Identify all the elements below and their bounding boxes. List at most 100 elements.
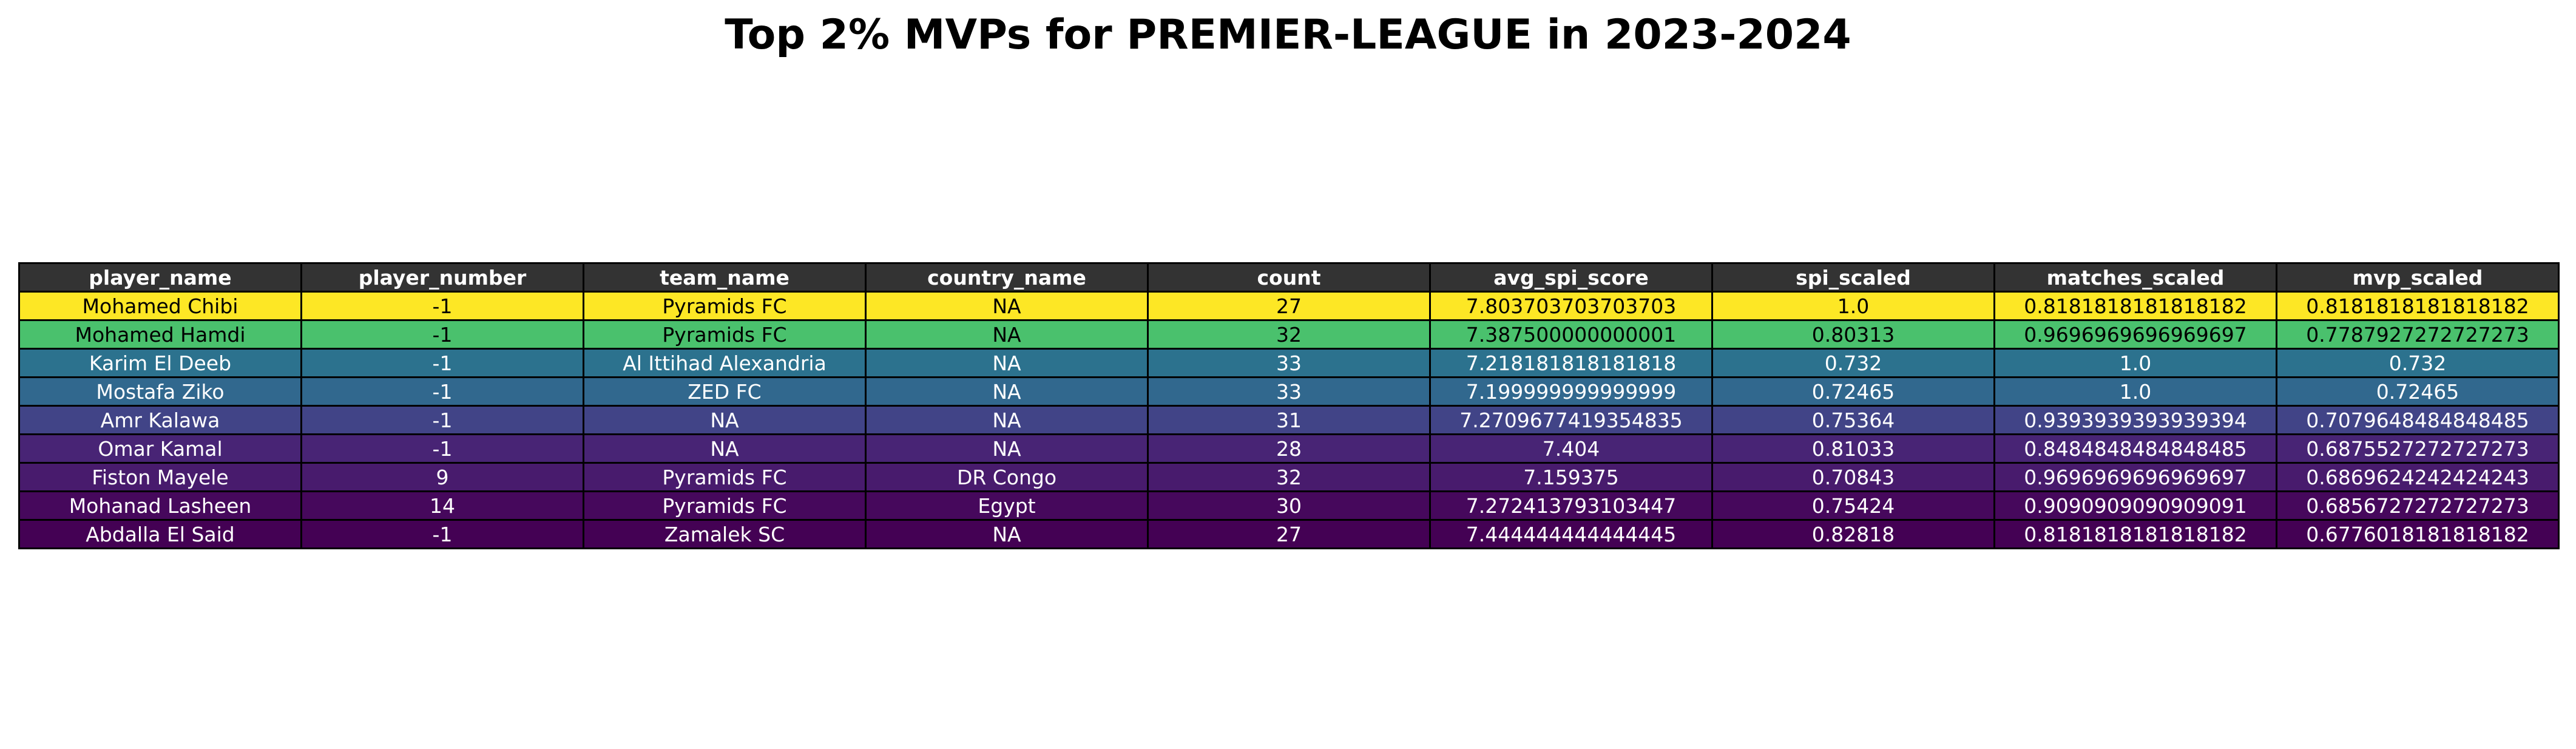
column-header: team_name: [583, 262, 867, 293]
column-header: player_number: [300, 262, 584, 293]
table-cell: 0.82818: [1711, 519, 1995, 549]
table-cell: Mostafa Ziko: [18, 376, 302, 407]
table-cell: -1: [300, 348, 584, 378]
table-cell: 7.159375: [1429, 462, 1713, 492]
table-cell: NA: [865, 405, 1149, 435]
table-cell: 0.9696969696969697: [1993, 462, 2277, 492]
table-cell: 1.0: [1993, 376, 2277, 407]
table-cell: 7.404: [1429, 433, 1713, 464]
table-cell: 0.732: [1711, 348, 1995, 378]
table-cell: 7.387500000000001: [1429, 319, 1713, 350]
table-cell: 0.6776018181818182: [2276, 519, 2560, 549]
column-header: matches_scaled: [1993, 262, 2277, 293]
table-cell: 28: [1147, 433, 1431, 464]
column-header: country_name: [865, 262, 1149, 293]
table-cell: 7.272413793103447: [1429, 490, 1713, 521]
table-cell: Mohamed Hamdi: [18, 319, 302, 350]
table-cell: 9: [300, 462, 584, 492]
table-cell: 0.80313: [1711, 319, 1995, 350]
table-cell: Amr Kalawa: [18, 405, 302, 435]
table-cell: 31: [1147, 405, 1431, 435]
table-cell: Pyramids FC: [583, 291, 867, 321]
table-cell: Omar Kamal: [18, 433, 302, 464]
table-cell: NA: [865, 319, 1149, 350]
table-cell: 0.8181818181818182: [1993, 519, 2277, 549]
table-body: Mohamed Chibi -1 Pyramids FC NA 27 7.80370370…: [18, 291, 2560, 549]
table-cell: ZED FC: [583, 376, 867, 407]
table-cell: 33: [1147, 348, 1431, 378]
table-row: Amr Kalawa -1 NA NA 31 7.2709677419354835 0.75…: [18, 405, 2560, 435]
table-cell: Karim El Deeb: [18, 348, 302, 378]
mvp-table: player_name player_number team_name coun…: [18, 262, 2560, 549]
table-cell: Pyramids FC: [583, 319, 867, 350]
table-cell: 1.0: [1711, 291, 1995, 321]
table-cell: 27: [1147, 291, 1431, 321]
column-header: count: [1147, 262, 1431, 293]
table-cell: NA: [865, 376, 1149, 407]
table-cell: -1: [300, 376, 584, 407]
table-cell: Egypt: [865, 490, 1149, 521]
table-cell: 0.8181818181818182: [1993, 291, 2277, 321]
table-cell: 0.6856727272727273: [2276, 490, 2560, 521]
table-row: Omar Kamal -1 NA NA 28 7.404 0.81033 0.84848484…: [18, 433, 2560, 464]
table-cell: 30: [1147, 490, 1431, 521]
table-cell: 0.7787927272727273: [2276, 319, 2560, 350]
table-cell: NA: [865, 519, 1149, 549]
table-cell: 0.6875527272727273: [2276, 433, 2560, 464]
table-cell: 0.732: [2276, 348, 2560, 378]
table-row: Mohanad Lasheen 14 Pyramids FC Egypt 30 7.272…: [18, 490, 2560, 521]
column-header: player_name: [18, 262, 302, 293]
table-cell: Abdalla El Said: [18, 519, 302, 549]
table-cell: NA: [583, 433, 867, 464]
table-cell: 7.2709677419354835: [1429, 405, 1713, 435]
table-cell: 0.72465: [1711, 376, 1995, 407]
table-row: Karim El Deeb -1 Al Ittihad Alexandria NA 33…: [18, 348, 2560, 378]
table-cell: 33: [1147, 376, 1431, 407]
table-cell: 0.9696969696969697: [1993, 319, 2277, 350]
table-cell: Al Ittihad Alexandria: [583, 348, 867, 378]
table-cell: 32: [1147, 462, 1431, 492]
table-cell: 0.70843: [1711, 462, 1995, 492]
table-cell: 32: [1147, 319, 1431, 350]
table-cell: 0.8181818181818182: [2276, 291, 2560, 321]
table-cell: Zamalek SC: [583, 519, 867, 549]
table-cell: -1: [300, 291, 584, 321]
table-cell: 0.81033: [1711, 433, 1995, 464]
table-row: Mohamed Hamdi -1 Pyramids FC NA 32 7.38750000…: [18, 319, 2560, 350]
table-cell: 0.75424: [1711, 490, 1995, 521]
table-cell: 1.0: [1993, 348, 2277, 378]
table-cell: 7.803703703703703: [1429, 291, 1713, 321]
table-cell: -1: [300, 319, 584, 350]
table-cell: 0.75364: [1711, 405, 1995, 435]
table-cell: 0.9393939393939394: [1993, 405, 2277, 435]
table-cell: 7.199999999999999: [1429, 376, 1713, 407]
table-cell: Fiston Mayele: [18, 462, 302, 492]
table-cell: 27: [1147, 519, 1431, 549]
table-cell: 7.444444444444445: [1429, 519, 1713, 549]
table-cell: 0.7079648484848485: [2276, 405, 2560, 435]
table-cell: -1: [300, 519, 584, 549]
table-cell: -1: [300, 433, 584, 464]
column-header: spi_scaled: [1711, 262, 1995, 293]
table-header-row: player_name player_number team_name coun…: [18, 262, 2560, 293]
table-cell: 0.9090909090909091: [1993, 490, 2277, 521]
table-cell: NA: [865, 433, 1149, 464]
table-cell: Mohamed Chibi: [18, 291, 302, 321]
table-row: Abdalla El Said -1 Zamalek SC NA 27 7.4444444…: [18, 519, 2560, 549]
table-cell: Pyramids FC: [583, 490, 867, 521]
table-cell: NA: [865, 291, 1149, 321]
column-header: mvp_scaled: [2276, 262, 2560, 293]
table-cell: DR Congo: [865, 462, 1149, 492]
chart-title: Top 2% MVPs for PREMIER-LEAGUE in 2023-2…: [725, 11, 1851, 59]
table-cell: 0.8484848484848485: [1993, 433, 2277, 464]
column-header: avg_spi_score: [1429, 262, 1713, 293]
table-cell: Pyramids FC: [583, 462, 867, 492]
table-cell: 7.218181818181818: [1429, 348, 1713, 378]
table-row: Mostafa Ziko -1 ZED FC NA 33 7.19999999999999…: [18, 376, 2560, 407]
table-cell: NA: [583, 405, 867, 435]
table-cell: NA: [865, 348, 1149, 378]
table-cell: 0.6869624242424243: [2276, 462, 2560, 492]
table-cell: 14: [300, 490, 584, 521]
table-cell: -1: [300, 405, 584, 435]
table-cell: 0.72465: [2276, 376, 2560, 407]
